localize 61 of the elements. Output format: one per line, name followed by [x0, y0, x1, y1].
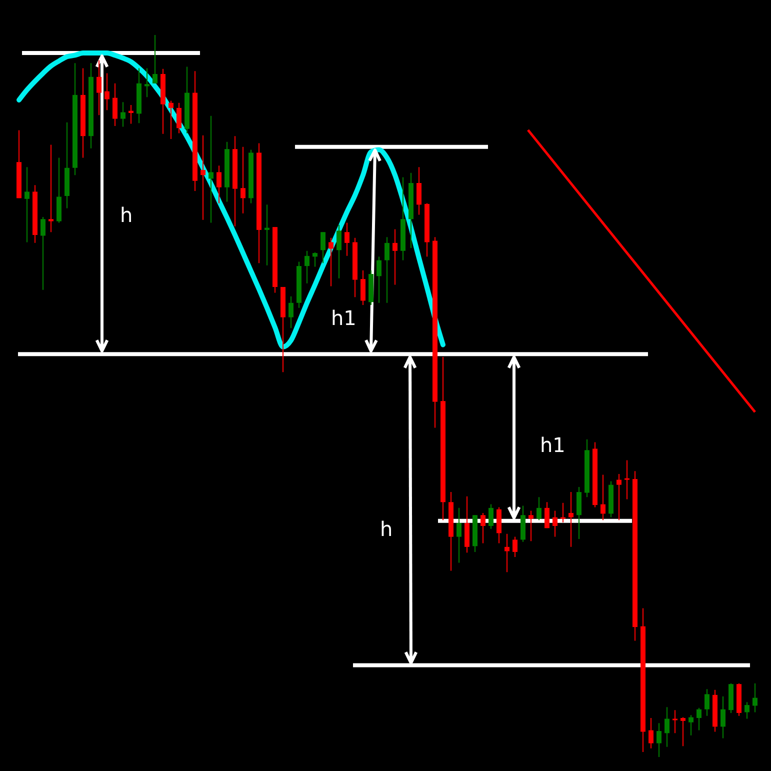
candlestick — [576, 486, 582, 540]
candlestick — [648, 718, 654, 749]
candlestick — [696, 707, 702, 731]
candlestick — [344, 222, 350, 256]
candlestick — [720, 696, 726, 739]
candlestick — [464, 496, 470, 554]
candlestick — [488, 504, 494, 530]
candlestick — [744, 702, 750, 720]
candlestick — [128, 104, 134, 124]
candlestick — [680, 716, 686, 747]
candlestick — [328, 237, 334, 287]
candlestick — [96, 60, 102, 116]
candlestick — [624, 460, 630, 500]
candlestick — [208, 115, 214, 224]
candlestick — [240, 146, 246, 214]
candlestick — [144, 68, 150, 98]
candlestick — [152, 34, 158, 84]
candlestick — [120, 102, 126, 128]
candlestick — [40, 216, 46, 290]
candlestick — [504, 533, 510, 573]
candlestick — [112, 82, 118, 126]
annotation: h1 — [540, 433, 566, 457]
candlestick — [24, 166, 30, 243]
candlestick — [664, 706, 670, 748]
candlestick — [536, 496, 542, 521]
candlestick — [480, 512, 486, 544]
candlestick — [552, 510, 558, 538]
candlestick — [384, 236, 390, 304]
annotation: h — [120, 203, 133, 227]
candlestick — [200, 134, 206, 220]
candlestick — [176, 102, 182, 134]
candlestick — [392, 228, 398, 286]
candlestick — [616, 473, 622, 521]
candlestick — [216, 165, 222, 204]
candlestick — [320, 232, 326, 264]
candlestick — [568, 492, 574, 548]
candlestick — [304, 250, 310, 284]
candlestick — [496, 506, 502, 544]
candlestick — [312, 252, 318, 268]
candlestick — [752, 682, 758, 713]
candlestick — [456, 507, 462, 564]
candlestick — [560, 502, 566, 523]
candlestick — [264, 204, 270, 266]
candlestick — [416, 166, 422, 216]
annotation: h — [380, 517, 393, 541]
candlestick — [512, 536, 518, 558]
candlestick — [688, 714, 694, 736]
candlestick — [360, 270, 366, 306]
candlestick — [288, 296, 294, 329]
candlestick — [656, 722, 662, 758]
candlestick — [528, 510, 534, 542]
candlestick — [336, 224, 342, 279]
candlestick — [704, 688, 710, 716]
annotation: h1 — [331, 306, 356, 330]
candlestick — [168, 100, 174, 140]
candlestick — [672, 710, 678, 734]
candlestick — [600, 474, 606, 521]
candlestick — [104, 72, 110, 111]
candlestick — [48, 144, 54, 233]
candlestick — [544, 502, 550, 529]
candlestick — [376, 256, 382, 304]
